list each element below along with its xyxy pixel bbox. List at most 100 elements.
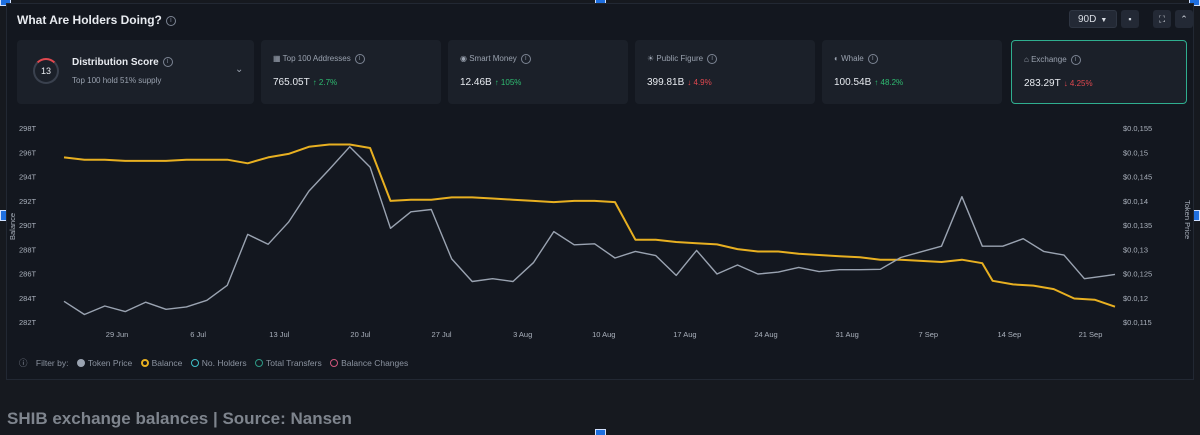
panel-title-text: What Are Holders Doing? xyxy=(17,13,162,27)
x-tick: 13 Jul xyxy=(269,330,289,339)
holders-panel: What Are Holders Doing? i 90D ▼ ▪ ⛶ ⌃ 13 D… xyxy=(6,3,1194,380)
brain-icon: ◉ xyxy=(460,54,470,64)
metric-card-public-figure[interactable]: ☀ Public Figure i 399.81B ↓ 4.9% xyxy=(635,40,815,104)
metric-value: 100.54B ↑ 48.2% xyxy=(834,77,903,88)
y-tick-right: $0.0,14 xyxy=(1123,197,1148,206)
distribution-label-text: Distribution Score xyxy=(72,57,159,68)
legend-item-transfers[interactable]: Total Transfers xyxy=(255,358,322,368)
metric-label-text: Smart Money xyxy=(469,54,517,64)
metric-card-top100[interactable]: ▦ Top 100 Addresses i 765.05T ↑ 2.7% xyxy=(261,40,441,104)
metric-label: ⌂ Exchange i xyxy=(1024,55,1081,65)
x-tick: 17 Aug xyxy=(673,330,696,339)
y-tick-left: 298T xyxy=(19,124,37,133)
metric-value: 283.29T ↓ 4.25% xyxy=(1024,78,1093,89)
period-select[interactable]: 90D ▼ xyxy=(1069,10,1117,28)
metric-cards: 13 Distribution Score i Top 100 hold 51% … xyxy=(7,40,1193,104)
metric-label-text: Public Figure xyxy=(656,54,704,64)
metric-change: ↓ 4.9% xyxy=(687,78,712,87)
metric-card-smart-money[interactable]: ◉ Smart Money i 12.46B ↑ 105% xyxy=(448,40,628,104)
legend-item-token-price[interactable]: Token Price xyxy=(76,358,133,368)
metric-value-text: 12.46B xyxy=(460,77,492,88)
legend-text: Balance xyxy=(151,358,183,368)
x-tick: 3 Aug xyxy=(513,330,532,339)
distribution-score-card[interactable]: 13 Distribution Score i Top 100 hold 51% … xyxy=(17,40,254,104)
y-tick-right: $0.0,13 xyxy=(1123,245,1148,254)
y-tick-left: 292T xyxy=(19,197,37,206)
legend-item-holders[interactable]: No. Holders xyxy=(190,358,247,368)
y-tick-left: 282T xyxy=(19,318,37,327)
panel-header: What Are Holders Doing? i 90D ▼ ▪ ⛶ ⌃ xyxy=(7,4,1193,34)
y-tick-left: 296T xyxy=(19,148,37,157)
metric-card-whale[interactable]: ◐ Whale i 100.54B ↑ 48.2% xyxy=(822,40,1002,104)
metric-label: ☀ Public Figure i xyxy=(647,54,718,64)
legend-text: Total Transfers xyxy=(266,358,322,368)
y-tick-left: 290T xyxy=(19,221,37,230)
x-tick: 31 Aug xyxy=(835,330,858,339)
x-tick: 27 Jul xyxy=(432,330,452,339)
x-tick: 14 Sep xyxy=(997,330,1021,339)
info-icon[interactable]: i xyxy=(707,54,718,64)
y-tick-right: $0.0,12 xyxy=(1123,294,1148,303)
chart-legend: ⓘ Filter by: Token Price Balance No. Hol… xyxy=(19,357,414,369)
holders-chart[interactable]: 298T 296T 294T 292T 290T 288T 286T 284T 282T $0.0… xyxy=(7,116,1193,348)
info-icon[interactable]: i xyxy=(354,54,365,64)
expand-icon[interactable]: ⛶ xyxy=(1153,10,1171,28)
metric-label-text: Whale xyxy=(841,54,864,64)
chevron-down-icon[interactable]: ⌄ xyxy=(235,64,244,75)
metric-change: ↓ 4.25% xyxy=(1063,79,1093,88)
y-tick-right: $0.0,115 xyxy=(1123,318,1152,327)
metric-change: ↑ 105% xyxy=(494,78,522,87)
distribution-sub: Top 100 hold 51% supply xyxy=(72,76,162,85)
y-axis-label-left: Balance xyxy=(8,213,17,240)
legend-item-balance-changes[interactable]: Balance Changes xyxy=(330,358,408,368)
legend-text: Token Price xyxy=(87,358,133,368)
x-tick: 10 Aug xyxy=(592,330,615,339)
metric-value-text: 100.54B xyxy=(834,77,872,88)
distribution-label: Distribution Score i xyxy=(72,57,173,68)
metric-label-text: Top 100 Addresses xyxy=(282,54,351,64)
grid-icon: ▦ xyxy=(273,54,283,64)
metric-label: ◐ Whale i xyxy=(834,54,878,64)
legend-item-balance[interactable]: Balance xyxy=(140,358,183,368)
y-tick-right: $0.0,155 xyxy=(1123,124,1152,133)
y-tick-left: 286T xyxy=(19,270,37,279)
legend-dot xyxy=(76,359,85,367)
bulb-icon: ☀ xyxy=(647,54,657,64)
info-icon[interactable]: i xyxy=(1070,55,1081,65)
caret-down-icon: ▼ xyxy=(1100,17,1108,24)
legend-dot xyxy=(190,359,199,367)
y-tick-right: $0.0,125 xyxy=(1123,270,1152,279)
info-icon[interactable]: i xyxy=(162,57,173,68)
legend-text: Balance Changes xyxy=(341,358,409,368)
series-line-token-price xyxy=(63,146,1116,316)
metric-label: ▦ Top 100 Addresses i xyxy=(273,54,365,64)
metric-change: ↑ 2.7% xyxy=(312,78,338,87)
metric-change: ↑ 48.2% xyxy=(874,78,904,87)
legend-dot xyxy=(140,359,149,367)
metric-value-text: 765.05T xyxy=(273,77,310,88)
image-caption: SHIB exchange balances | Source: Nansen xyxy=(7,409,352,428)
bank-icon: ⌂ xyxy=(1024,55,1032,65)
copy-icon[interactable]: ▪ xyxy=(1121,10,1139,28)
whale-icon: ◐ xyxy=(834,54,842,64)
x-tick: 20 Jul xyxy=(350,330,370,339)
metric-value: 765.05T ↑ 2.7% xyxy=(273,77,337,88)
y-tick-left: 284T xyxy=(19,294,37,303)
selection-handle-bottom-center[interactable] xyxy=(595,429,606,435)
info-icon[interactable]: i xyxy=(867,54,878,64)
metric-card-exchange[interactable]: ⌂ Exchange i 283.29T ↓ 4.25% xyxy=(1011,40,1187,104)
x-tick: 21 Sep xyxy=(1079,330,1103,339)
metric-value: 12.46B ↑ 105% xyxy=(460,77,521,88)
collapse-icon[interactable]: ⌃ xyxy=(1175,10,1193,28)
info-icon[interactable]: i xyxy=(520,54,531,64)
x-tick: 24 Aug xyxy=(754,330,777,339)
y-tick-left: 288T xyxy=(19,245,37,254)
metric-label-text: Exchange xyxy=(1031,55,1067,65)
metric-label: ◉ Smart Money i xyxy=(460,54,531,64)
score-ring: 13 xyxy=(33,58,59,84)
x-tick: 6 Jul xyxy=(190,330,206,339)
legend-dot xyxy=(255,359,263,367)
info-icon[interactable]: i xyxy=(165,15,176,26)
metric-value: 399.81B ↓ 4.9% xyxy=(647,77,712,88)
x-tick: 29 Jun xyxy=(106,330,129,339)
